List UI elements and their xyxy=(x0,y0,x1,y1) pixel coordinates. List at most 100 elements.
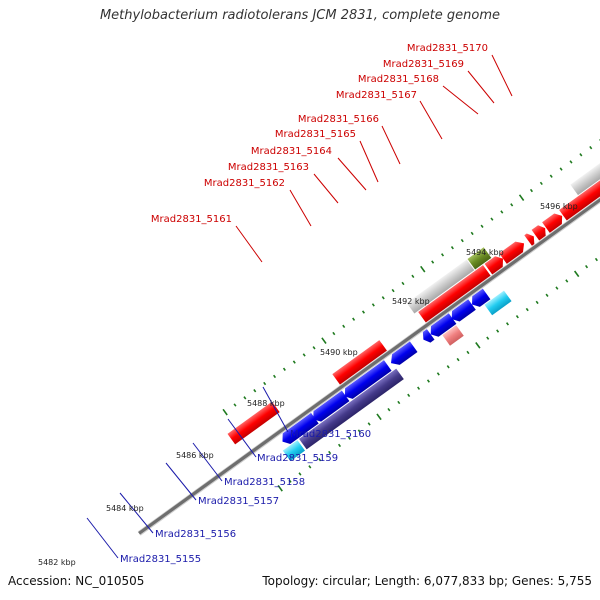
minor-tick xyxy=(361,310,365,314)
minor-tick xyxy=(510,203,514,207)
outer-tick-row xyxy=(222,138,600,416)
gene-label[interactable]: Mrad2831_5169 xyxy=(383,59,464,70)
minor-tick xyxy=(352,317,356,321)
gene-arrow-reverse[interactable] xyxy=(387,341,418,368)
minor-tick xyxy=(589,145,593,150)
scale-label: 5484 kbp xyxy=(106,504,144,513)
minor-tick xyxy=(337,443,342,448)
minor-tick xyxy=(328,450,332,455)
gene-label[interactable]: Mrad2831_5157 xyxy=(198,496,279,507)
minor-tick xyxy=(470,231,474,236)
scale-label: 5496 kbp xyxy=(540,202,578,211)
gene-arrow-reverse[interactable] xyxy=(420,329,435,345)
gene-label[interactable]: Mrad2831_5159 xyxy=(257,453,338,464)
gene-label[interactable]: Mrad2831_5168 xyxy=(358,74,439,85)
gene-arrow-forward[interactable] xyxy=(524,231,537,246)
minor-tick xyxy=(282,367,286,371)
gene-box-cyan[interactable] xyxy=(282,440,306,462)
minor-tick xyxy=(318,458,322,462)
minor-tick xyxy=(456,357,460,362)
minor-tick xyxy=(417,386,421,390)
minor-tick xyxy=(466,350,470,355)
gene-label[interactable]: Mrad2831_5155 xyxy=(120,554,201,565)
gene-label[interactable]: Mrad2831_5166 xyxy=(298,114,379,125)
minor-tick xyxy=(371,303,375,307)
minor-tick xyxy=(411,274,415,279)
minor-tick xyxy=(381,296,385,300)
minor-tick xyxy=(529,188,533,193)
gene-arrow-reverse[interactable] xyxy=(468,288,491,310)
minor-tick xyxy=(500,210,504,214)
gene-box-pink[interactable] xyxy=(442,325,464,346)
gene-box-navy[interactable] xyxy=(299,368,404,450)
accession-text: Accession: NC_010505 xyxy=(8,574,145,588)
minor-tick xyxy=(490,217,494,221)
minor-tick xyxy=(569,160,573,164)
gene-box-olive[interactable] xyxy=(467,247,492,270)
minor-tick xyxy=(579,153,583,157)
forward-gene-labels: Mrad2831_5161 Mrad2831_5162 Mrad2831_516… xyxy=(151,43,488,225)
gene-label[interactable]: Mrad2831_5160 xyxy=(290,429,371,440)
minor-tick xyxy=(480,224,484,228)
minor-tick xyxy=(431,260,435,264)
gene-label[interactable]: Mrad2831_5167 xyxy=(336,90,417,101)
minor-tick xyxy=(525,307,529,312)
gene-label[interactable]: Mrad2831_5158 xyxy=(224,477,305,488)
minor-tick xyxy=(342,324,346,329)
gene-label[interactable]: Mrad2831_5162 xyxy=(204,178,285,189)
minor-tick xyxy=(288,479,292,483)
scale-labels: 5482 kbp 5484 kbp 5486 kbp 5488 kbp 5490… xyxy=(38,202,578,567)
gene-arrow-reverse[interactable] xyxy=(448,299,476,324)
gene-arrow-forward[interactable] xyxy=(559,175,600,221)
minor-tick xyxy=(555,286,559,290)
gene-arrow-forward[interactable] xyxy=(227,401,280,445)
gene-box-gray[interactable] xyxy=(570,149,600,196)
gene-arrow-forward[interactable] xyxy=(542,211,566,233)
genome-title: Methylobacterium radiotolerans JCM 2831,… xyxy=(99,8,501,23)
minor-tick xyxy=(441,253,445,257)
minor-tick xyxy=(450,246,454,250)
major-tick xyxy=(475,342,481,349)
gene-label[interactable]: Mrad2831_5156 xyxy=(155,529,236,540)
minor-tick xyxy=(539,181,543,186)
minor-tick xyxy=(505,322,510,326)
minor-tick xyxy=(545,293,549,297)
scale-label: 5490 kbp xyxy=(320,348,358,357)
scale-label: 5494 kbp xyxy=(466,248,504,257)
gene-label[interactable]: Mrad2831_5163 xyxy=(228,162,309,173)
gene-arrow-forward[interactable] xyxy=(332,340,387,385)
gene-label[interactable]: Mrad2831_5170 xyxy=(407,43,488,54)
minor-tick xyxy=(298,472,302,476)
minor-tick xyxy=(401,281,405,286)
scale-label: 5492 kbp xyxy=(392,297,430,306)
scale-label: 5488 kbp xyxy=(247,399,285,408)
gene-label[interactable]: Mrad2831_5165 xyxy=(275,129,356,140)
gene-arrow-forward[interactable] xyxy=(484,253,507,275)
gene-arrow-reverse[interactable] xyxy=(309,390,350,425)
minor-tick xyxy=(347,436,351,440)
genome-backbone xyxy=(137,0,600,536)
minor-tick xyxy=(308,465,312,469)
major-tick xyxy=(573,270,580,278)
minor-tick xyxy=(391,288,395,293)
minor-tick xyxy=(460,238,464,243)
genome-summary: Topology: circular; Length: 6,077,833 bp… xyxy=(262,574,592,588)
minor-tick xyxy=(565,279,569,283)
minor-tick xyxy=(263,381,267,386)
gene-box-gray[interactable] xyxy=(406,259,475,314)
major-tick xyxy=(277,484,283,492)
gene-box-cyan[interactable] xyxy=(484,290,512,316)
gene-arrow-reverse[interactable] xyxy=(341,360,392,402)
minor-tick xyxy=(233,403,237,407)
gene-arrow-forward[interactable] xyxy=(418,265,491,323)
minor-tick xyxy=(436,372,440,376)
minor-tick xyxy=(302,353,306,357)
major-tick xyxy=(222,408,228,416)
gene-arrow-forward[interactable] xyxy=(531,223,549,241)
reverse-gene-labels: Mrad2831_5160 Mrad2831_5159 Mrad2831_515… xyxy=(120,429,371,565)
gene-label[interactable]: Mrad2831_5164 xyxy=(251,146,332,157)
gene-arrow-forward[interactable] xyxy=(499,238,528,264)
gene-label[interactable]: Mrad2831_5161 xyxy=(151,214,232,225)
gene-arrow-reverse[interactable] xyxy=(427,313,457,339)
